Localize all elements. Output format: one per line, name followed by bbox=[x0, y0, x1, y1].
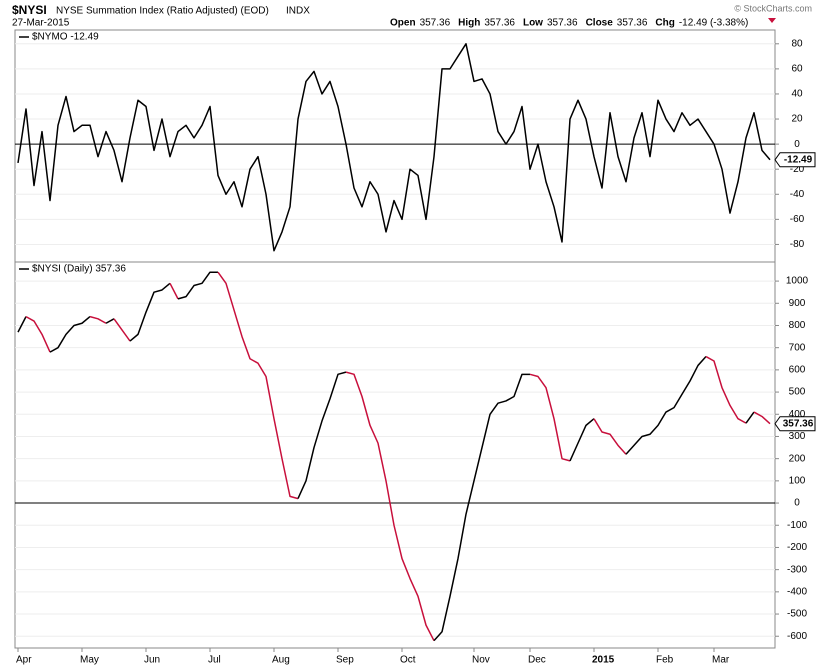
frame bbox=[14, 29, 776, 649]
y-tick-label: -400 bbox=[787, 586, 807, 597]
y-tick-label: 0 bbox=[794, 498, 800, 509]
series-line bbox=[17, 316, 27, 333]
y-tick-label: -80 bbox=[790, 239, 805, 250]
y-tick-label: -200 bbox=[787, 542, 807, 553]
last-value-label: -12.49 bbox=[784, 154, 813, 165]
series-line bbox=[169, 282, 179, 300]
y-tick-label: 600 bbox=[789, 365, 806, 376]
series-line bbox=[593, 418, 627, 455]
quote: Open 357.36 High 357.36 Low 357.36 Close 357.36… bbox=[390, 18, 748, 29]
y-tick-label: -20 bbox=[790, 164, 805, 175]
x-tick-label: May bbox=[80, 655, 99, 666]
quote-label: High bbox=[458, 18, 480, 29]
y-tick-label: 80 bbox=[791, 38, 803, 49]
series-line bbox=[217, 271, 299, 500]
x-tick-label: Mar bbox=[712, 655, 730, 666]
y-tick-label: 400 bbox=[789, 409, 806, 420]
y-tick-label: -100 bbox=[787, 520, 807, 531]
x-tick-label: Aug bbox=[272, 655, 290, 666]
symbol: $NYSI bbox=[12, 3, 47, 17]
y-tick-label: 60 bbox=[791, 64, 803, 75]
last-value-label: 357.36 bbox=[783, 418, 814, 429]
copyright: © StockCharts.com bbox=[734, 3, 812, 13]
series-line bbox=[177, 271, 218, 300]
series-line bbox=[745, 411, 755, 424]
x-tick-label: Nov bbox=[472, 655, 490, 666]
x-tick-label: Dec bbox=[528, 655, 546, 666]
series-line bbox=[625, 356, 707, 455]
quote-label: Close bbox=[586, 18, 614, 29]
x-tick-label: Oct bbox=[400, 655, 416, 666]
x-tick-label: Jul bbox=[208, 655, 221, 666]
x-tick-label: Jun bbox=[144, 655, 160, 666]
legend-label: $NYSI (Daily) 357.36 bbox=[32, 264, 126, 275]
y-tick-label: 700 bbox=[789, 342, 806, 353]
y-tick-label: -40 bbox=[790, 189, 805, 200]
quote-label: Open bbox=[390, 18, 416, 29]
exchange: INDX bbox=[286, 6, 310, 17]
series-line bbox=[705, 355, 747, 424]
quote-value: 357.36 bbox=[484, 18, 515, 29]
y-tick-label: 100 bbox=[789, 475, 806, 486]
quote-value: -12.49 (-3.38%) bbox=[679, 18, 748, 29]
series-line bbox=[129, 282, 171, 342]
quote-value: 357.36 bbox=[547, 18, 578, 29]
series-line bbox=[529, 373, 571, 462]
x-tick-label: Sep bbox=[336, 655, 354, 666]
last-value-tag bbox=[774, 152, 816, 168]
series-line bbox=[49, 316, 91, 353]
y-tick-label: -600 bbox=[787, 631, 807, 642]
y-tick-label: -60 bbox=[790, 214, 805, 225]
x-tick-label: 2015 bbox=[592, 655, 615, 666]
y-tick-label: -500 bbox=[787, 609, 807, 620]
series-line bbox=[433, 373, 530, 642]
series-line bbox=[25, 315, 51, 353]
legend-label: $NYMO -12.49 bbox=[32, 32, 99, 43]
last-value-tag bbox=[774, 416, 816, 432]
series-line bbox=[89, 315, 107, 324]
series-line bbox=[345, 371, 435, 642]
series-line bbox=[113, 318, 131, 342]
series-line bbox=[17, 43, 771, 252]
date: 27-Mar-2015 bbox=[12, 18, 70, 29]
x-tick-label: Feb bbox=[656, 655, 674, 666]
index-name: NYSE Summation Index (Ratio Adjusted) (E… bbox=[56, 6, 269, 17]
quote-value: 357.36 bbox=[617, 18, 648, 29]
y-tick-label: 40 bbox=[791, 89, 803, 100]
y-tick-label: 20 bbox=[791, 114, 803, 125]
series-line bbox=[297, 371, 347, 499]
y-tick-label: -300 bbox=[787, 564, 807, 575]
y-tick-label: 300 bbox=[789, 431, 806, 442]
y-tick-label: 800 bbox=[789, 320, 806, 331]
y-tick-label: 500 bbox=[789, 387, 806, 398]
quote-label: Chg bbox=[655, 18, 674, 29]
x-tick-label: Apr bbox=[16, 655, 32, 666]
y-tick-label: 200 bbox=[789, 453, 806, 464]
change-arrow bbox=[768, 18, 776, 23]
series-line bbox=[753, 411, 771, 425]
quote-label: Low bbox=[523, 18, 543, 29]
y-tick-label: 900 bbox=[789, 298, 806, 309]
quote-value: 357.36 bbox=[420, 18, 451, 29]
series-line bbox=[569, 418, 595, 462]
series-line bbox=[105, 318, 115, 324]
y-tick-label: 0 bbox=[794, 139, 800, 150]
y-tick-label: 1000 bbox=[786, 276, 809, 287]
